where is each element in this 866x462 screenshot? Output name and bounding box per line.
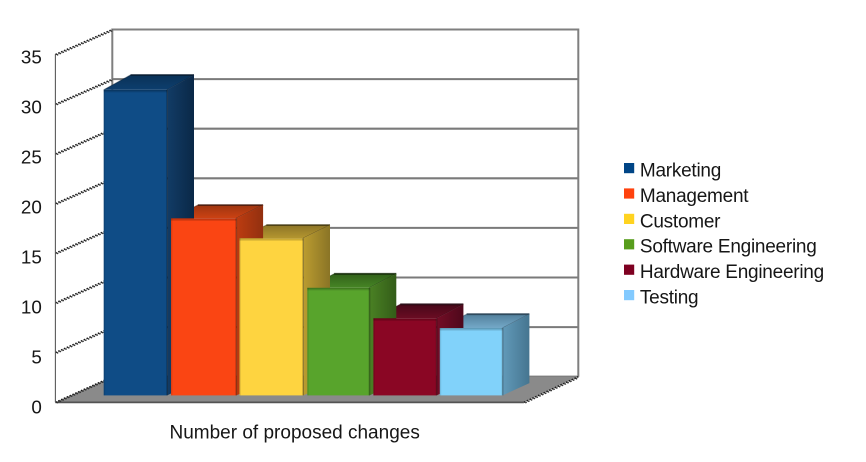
svg-text:20: 20 [21,196,42,217]
svg-text:10: 10 [21,296,42,317]
svg-text:30: 30 [21,96,42,117]
svg-text:5: 5 [31,346,41,367]
svg-text:Marketing: Marketing [640,161,721,182]
svg-text:Management: Management [640,186,749,207]
svg-text:15: 15 [21,246,42,267]
svg-text:35: 35 [21,46,42,67]
svg-text:Testing: Testing [640,288,698,309]
svg-text:Number of proposed changes: Number of proposed changes [170,422,420,443]
svg-text:25: 25 [21,146,42,167]
svg-text:0: 0 [31,396,41,417]
svg-text:Hardware Engineering: Hardware Engineering [640,262,824,283]
svg-text:Customer: Customer [640,211,721,232]
svg-text:Software Engineering: Software Engineering [640,237,817,258]
